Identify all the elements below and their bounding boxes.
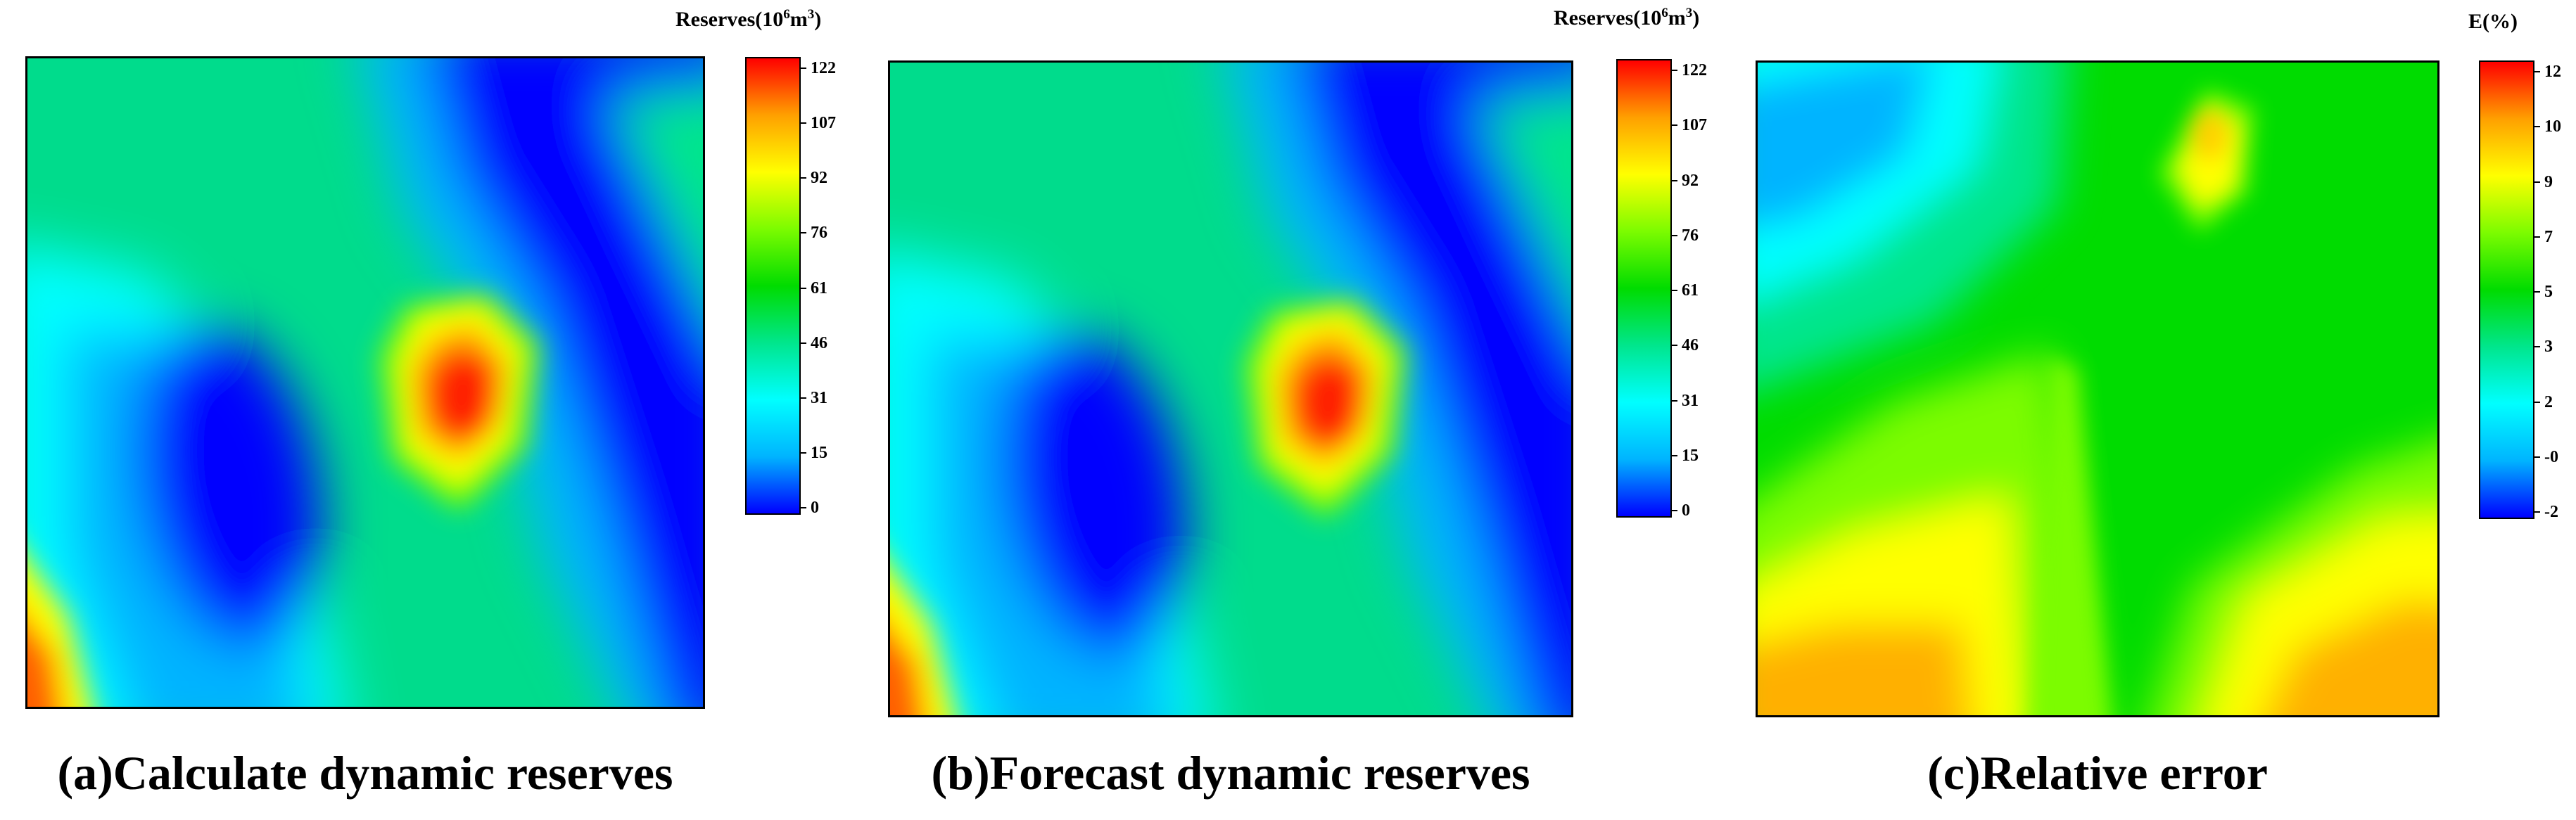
colorbar-tick-label: 122 bbox=[811, 59, 836, 77]
colorbar-tick-label: 2 bbox=[2544, 392, 2553, 411]
colorbar-tick-label: 107 bbox=[1682, 116, 1707, 135]
colorbar-a-title: Reserves(106m3) bbox=[675, 7, 822, 31]
colorbar-tick-mark bbox=[2533, 181, 2540, 183]
colorbar-tick-mark bbox=[799, 122, 806, 124]
colorbar-tick-mark bbox=[799, 397, 806, 399]
colorbar-tick-mark bbox=[799, 342, 806, 344]
colorbar-tick-mark bbox=[1670, 179, 1677, 181]
heatmap-plot-c bbox=[1756, 60, 2439, 717]
heatmap-b-svg bbox=[890, 63, 1571, 715]
colorbar-tick-label: 31 bbox=[1682, 391, 1699, 410]
colorbar-tick-label: 7 bbox=[2544, 227, 2553, 246]
colorbar-tick-label: 92 bbox=[1682, 171, 1699, 190]
colorbar-tick-mark bbox=[1670, 399, 1677, 402]
colorbar-tick-mark bbox=[799, 68, 806, 69]
colorbar-tick-mark bbox=[799, 287, 806, 289]
colorbar-tick-label: 15 bbox=[1682, 446, 1699, 465]
colorbar-c-title: E(%) bbox=[2468, 10, 2518, 33]
colorbar-b-title: Reserves(106m3) bbox=[1554, 6, 1700, 30]
colorbar-tick-mark bbox=[1670, 454, 1677, 456]
colorbar-tick-mark bbox=[799, 507, 806, 508]
colorbar-tick-label: 0 bbox=[811, 499, 819, 517]
colorbar-tick-label: 12 bbox=[2544, 63, 2561, 81]
heatmap-c-svg bbox=[1758, 63, 2437, 715]
heatmap-plot-b bbox=[888, 60, 1573, 717]
colorbar-tick-mark bbox=[799, 451, 806, 454]
colorbar-tick-label: 122 bbox=[1682, 61, 1707, 79]
colorbar-tick-mark bbox=[1670, 124, 1677, 127]
colorbar-c bbox=[2479, 60, 2534, 519]
colorbar-tick-mark bbox=[2533, 236, 2540, 238]
colorbar-tick-mark bbox=[2533, 291, 2540, 293]
caption-b: (b)Forecast dynamic reserves bbox=[931, 746, 1530, 800]
colorbar-tick-mark bbox=[2533, 71, 2540, 72]
colorbar-tick-label: -0 bbox=[2544, 447, 2558, 466]
colorbar-a bbox=[745, 57, 801, 515]
colorbar-tick-label: 31 bbox=[811, 388, 827, 407]
colorbar-tick-mark bbox=[2533, 456, 2540, 458]
colorbar-tick-mark bbox=[2533, 126, 2540, 128]
colorbar-tick-mark bbox=[1670, 345, 1677, 347]
colorbar-tick-label: 76 bbox=[1682, 226, 1699, 245]
heatmap-a-svg bbox=[27, 58, 703, 707]
colorbar-tick-label: -2 bbox=[2544, 503, 2558, 521]
colorbar-tick-label: 3 bbox=[2544, 338, 2553, 357]
colorbar-tick-mark bbox=[1670, 510, 1677, 511]
colorbar-tick-label: 9 bbox=[2544, 172, 2553, 191]
colorbar-tick-mark bbox=[1670, 290, 1677, 291]
caption-a: (a)Calculate dynamic reserves bbox=[57, 746, 673, 800]
colorbar-tick-label: 76 bbox=[811, 224, 827, 243]
colorbar-tick-mark bbox=[2533, 401, 2540, 403]
colorbar-tick-label: 10 bbox=[2544, 117, 2561, 136]
colorbar-tick-label: 0 bbox=[1682, 501, 1690, 520]
colorbar-tick-label: 46 bbox=[1682, 336, 1699, 355]
colorbar-tick-label: 5 bbox=[2544, 283, 2553, 301]
colorbar-tick-mark bbox=[2533, 346, 2540, 348]
colorbar-tick-label: 61 bbox=[1682, 281, 1699, 300]
caption-c: (c)Relative error bbox=[1927, 746, 2268, 800]
colorbar-tick-label: 61 bbox=[811, 278, 827, 297]
colorbar-tick-mark bbox=[799, 177, 806, 179]
colorbar-tick-label: 92 bbox=[811, 169, 827, 188]
colorbar-tick-label: 15 bbox=[811, 443, 827, 462]
colorbar-tick-mark bbox=[2533, 511, 2540, 513]
colorbar-tick-label: 107 bbox=[811, 114, 836, 133]
colorbar-tick-label: 46 bbox=[811, 333, 827, 352]
heatmap-plot-a bbox=[25, 56, 705, 709]
colorbar-b bbox=[1616, 59, 1672, 518]
colorbar-tick-mark bbox=[1670, 70, 1677, 71]
colorbar-tick-mark bbox=[1670, 234, 1677, 236]
colorbar-tick-mark bbox=[799, 232, 806, 234]
